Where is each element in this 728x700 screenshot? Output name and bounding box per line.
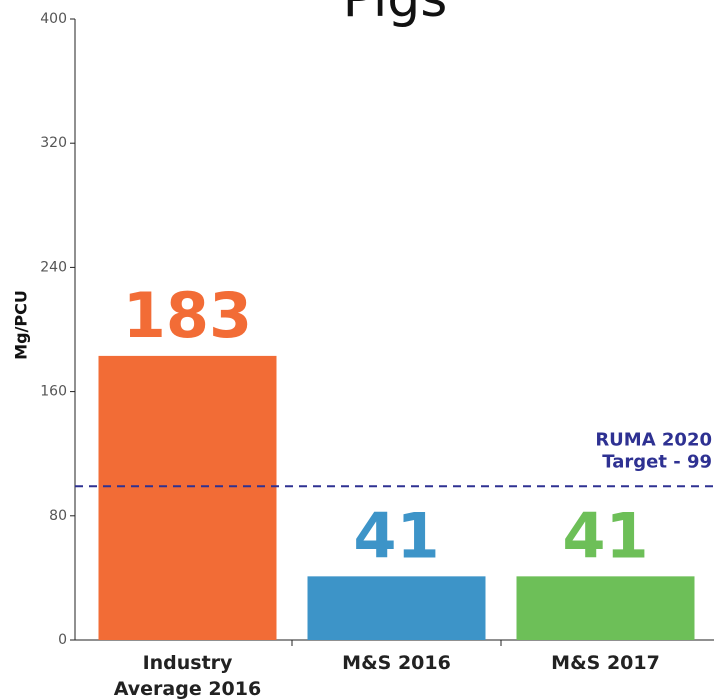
y-tick-label: 160 bbox=[40, 384, 67, 400]
target-label: RUMA 2020 bbox=[595, 429, 712, 450]
value-label: 41 bbox=[562, 499, 648, 572]
y-tick-label: 400 bbox=[40, 11, 67, 27]
target-label: Target - 99 bbox=[602, 451, 712, 472]
x-tick-label: Industry Average 2016 bbox=[113, 652, 262, 700]
chart-title: Pigs bbox=[343, 0, 448, 29]
value-label: 183 bbox=[123, 279, 252, 352]
value-label: 41 bbox=[353, 499, 439, 572]
x-tick-label: M&S 2017 bbox=[551, 652, 660, 674]
y-tick-label: 80 bbox=[49, 508, 67, 524]
x-tick-label: M&S 2016 bbox=[342, 652, 451, 674]
y-tick-label: 320 bbox=[40, 135, 67, 151]
y-tick-label: 240 bbox=[40, 259, 67, 275]
y-axis-label: Mg/PCU bbox=[12, 290, 31, 360]
bar bbox=[307, 576, 486, 640]
y-tick-label: 0 bbox=[58, 632, 67, 648]
bar bbox=[516, 576, 695, 640]
bar bbox=[98, 355, 277, 640]
